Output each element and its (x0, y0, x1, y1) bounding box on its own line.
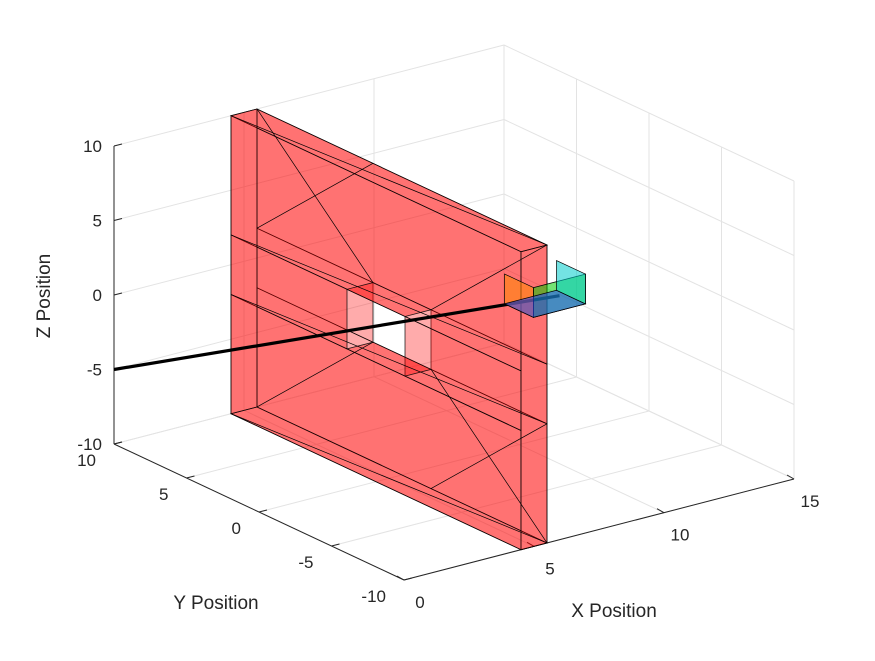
wall-mesh-edge (230, 413, 548, 544)
x-tick-label: 10 (671, 526, 690, 545)
grid-line-z-back (113, 193, 505, 296)
z-tick-label: 10 (83, 137, 102, 156)
x-tick (786, 474, 795, 480)
grid-line-y-floor (331, 444, 722, 547)
grid-line-y-floor (186, 376, 577, 479)
y-axis-label: Y Position (173, 593, 258, 614)
grid-line-y-floor (258, 410, 650, 513)
z-tick-label: 0 (93, 286, 102, 305)
y-tick-label: 5 (159, 485, 168, 504)
y-tick (258, 509, 268, 513)
shape-layer (113, 108, 587, 551)
x-tick-label: 15 (801, 492, 820, 511)
grid-line-y-floor (113, 342, 505, 445)
z-axis-label: Z Position (34, 254, 55, 338)
y-tick (186, 475, 195, 479)
wall-mesh-edge (256, 341, 374, 408)
x-axis-line (403, 478, 795, 581)
z-tick (113, 218, 123, 221)
grid-line-z-back (113, 119, 505, 221)
wall-mesh-edge (256, 163, 374, 229)
wall-side-face (230, 108, 258, 415)
wall-mesh-edge (230, 294, 548, 425)
wall-mesh-edge (230, 234, 548, 365)
box-face-cyan (556, 259, 586, 305)
z-tick-label: -5 (87, 361, 102, 380)
wall-mesh-edge (230, 115, 548, 246)
x-tick (396, 575, 405, 581)
y-tick (113, 441, 123, 445)
x-tick-label: 5 (545, 559, 554, 578)
grid-line-z-back (113, 268, 505, 370)
z-tick-label: -10 (77, 435, 102, 454)
y-tick-label: -5 (298, 553, 313, 572)
grid-line-z-back (113, 44, 505, 147)
label-layer: X Position Y Position Z Position -10 -5 0 5… (34, 137, 819, 622)
x-tick (656, 508, 665, 514)
wall-mesh-edge (430, 244, 548, 311)
z-tick-label: 5 (93, 212, 102, 231)
x-tick (526, 541, 535, 547)
trajectory-line (113, 294, 560, 372)
y-tick (403, 577, 413, 581)
z-tick (113, 292, 123, 296)
y-tick (331, 543, 340, 547)
y-tick-label: 0 (232, 519, 241, 538)
x-tick-label: 0 (415, 593, 424, 612)
axis-layer (113, 143, 795, 581)
y-axis-line (113, 443, 405, 581)
z-tick (113, 143, 123, 147)
y-tick-label: -10 (361, 587, 386, 606)
wall-mesh-edge (430, 423, 548, 489)
y-tick-label: 10 (77, 451, 96, 470)
x-axis-label: X Position (571, 601, 657, 622)
